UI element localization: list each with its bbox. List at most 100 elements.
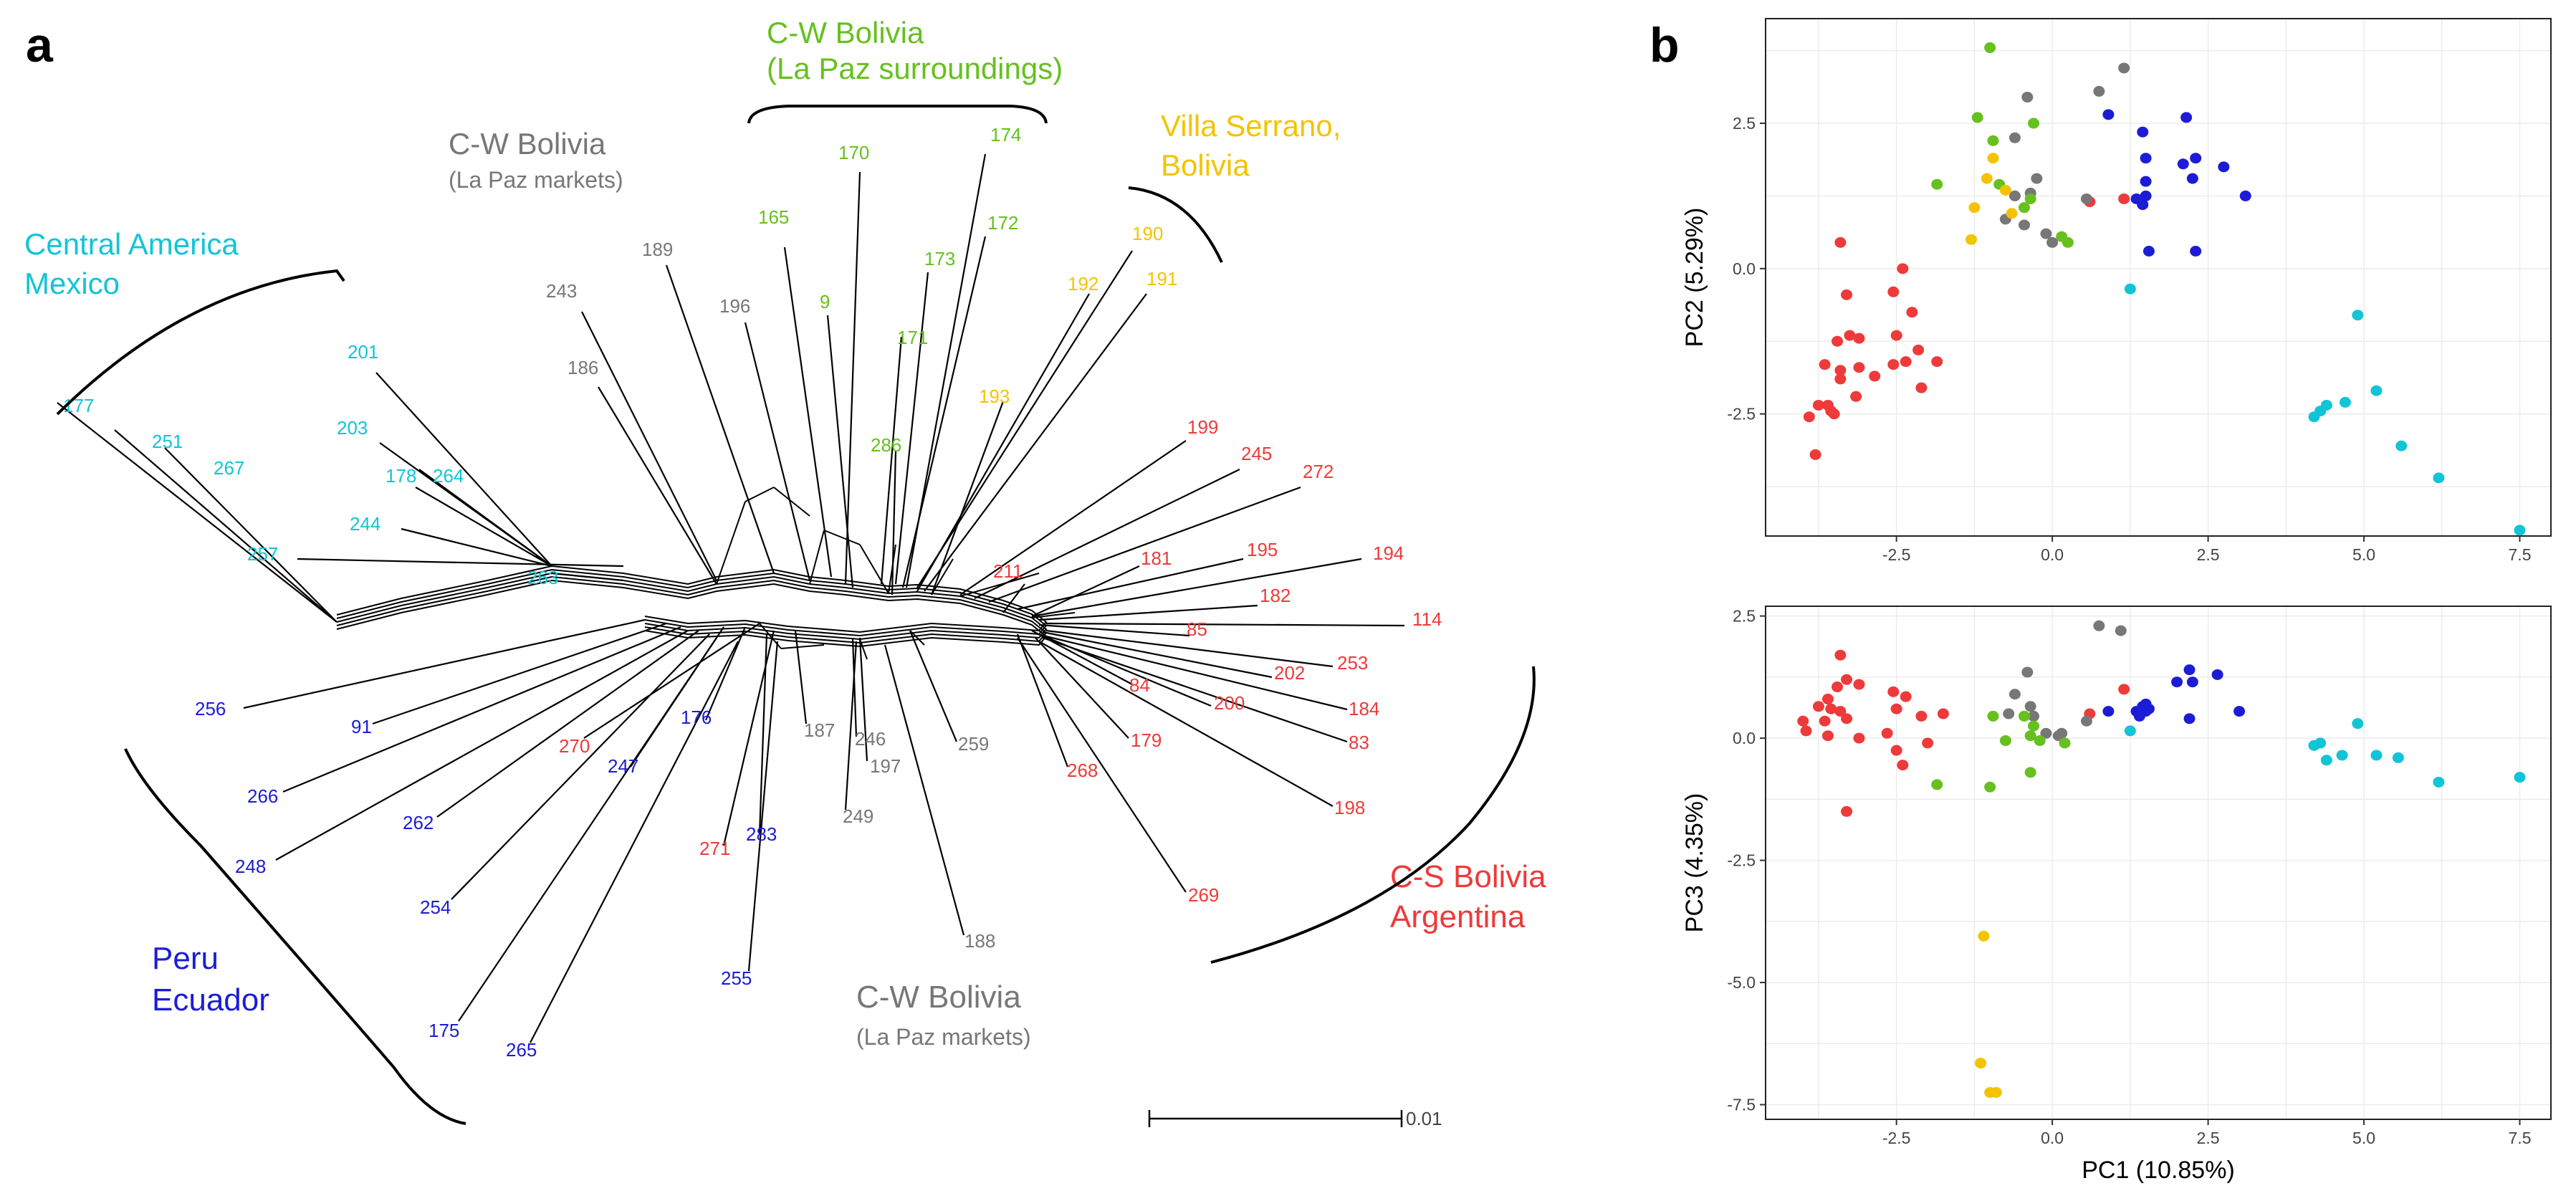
- point: [2080, 193, 2092, 204]
- point: [2059, 737, 2071, 749]
- point: [2008, 132, 2021, 143]
- group-label-villa_serrano: Villa Serrano,: [1161, 109, 1341, 143]
- leaf-label-194: 194: [1373, 542, 1404, 564]
- point: [2190, 245, 2202, 257]
- leaf-label-202: 202: [1274, 662, 1305, 684]
- leaf-label-253: 253: [1337, 652, 1368, 674]
- network-edge-178: [415, 487, 552, 567]
- point: [2003, 708, 2015, 719]
- point: [1841, 713, 1853, 724]
- point: [2392, 752, 2404, 763]
- point: [2186, 173, 2198, 184]
- series-central_america: [2124, 283, 2526, 536]
- leaf-label-201: 201: [348, 341, 378, 363]
- point: [2218, 161, 2230, 173]
- point: [2046, 236, 2059, 248]
- point: [1887, 686, 1900, 697]
- point: [1900, 691, 1912, 702]
- point: [1999, 184, 2011, 196]
- point: [2395, 440, 2408, 451]
- point: [1834, 373, 1847, 385]
- leaf-label-268: 268: [1067, 760, 1098, 781]
- leaf-label-85: 85: [1187, 618, 1207, 640]
- network-edge-176: [704, 626, 747, 721]
- series-la_paz_surroundings: [1931, 710, 2071, 793]
- point: [2180, 112, 2193, 123]
- leaf-label-254: 254: [420, 896, 451, 918]
- y-tick-label: -5.0: [1727, 973, 1756, 992]
- scale-bar-label: 0.01: [1406, 1108, 1442, 1129]
- leaf-label-246: 246: [855, 728, 886, 750]
- point: [2514, 525, 2526, 536]
- point: [2024, 193, 2036, 204]
- point: [2233, 706, 2246, 717]
- network-edge-283: [758, 633, 768, 836]
- x-tick-label: 7.5: [2509, 545, 2532, 564]
- group-sublabel-cs_bolivia: Argentina: [1390, 899, 1526, 934]
- group-sublabel-peru: Ecuador: [152, 982, 269, 1018]
- point: [1841, 805, 1853, 817]
- plot-frame: [1765, 606, 2552, 1120]
- point: [2040, 727, 2052, 739]
- x-tick-label: 2.5: [2197, 545, 2220, 564]
- network-edge-186: [598, 386, 717, 585]
- y-tick-label: 0.0: [1733, 729, 1756, 747]
- grid: [1766, 19, 2551, 536]
- network-edge-251: [114, 429, 337, 623]
- core-strand: [336, 575, 1048, 644]
- point: [2320, 755, 2332, 766]
- network-core-reticulation: [336, 487, 1076, 660]
- point: [2190, 153, 2202, 164]
- point: [2028, 118, 2040, 129]
- point: [1890, 330, 1902, 341]
- point: [2339, 396, 2351, 408]
- panel-b-letter: b: [1649, 18, 1680, 72]
- network-edge-262: [436, 630, 699, 818]
- x-tick-label: 2.5: [2197, 1129, 2220, 1147]
- point: [2008, 689, 2021, 700]
- point: [1890, 703, 1902, 714]
- point: [1965, 234, 1978, 245]
- x-tick-label: 0.0: [2041, 1129, 2064, 1147]
- network-edge-179: [1035, 637, 1129, 739]
- series-peru: [2102, 109, 2251, 257]
- leaf-label-249: 249: [843, 805, 873, 827]
- network-edge-170: [844, 171, 861, 585]
- panel-a-letter: a: [26, 18, 54, 72]
- point: [1812, 701, 1824, 712]
- core-spoke: [759, 623, 782, 649]
- network-edge-198: [1038, 641, 1334, 807]
- network-edge-197: [858, 637, 868, 762]
- leaf-label-197: 197: [870, 755, 901, 777]
- bracket-central-america: [56, 269, 345, 416]
- point: [2024, 701, 2036, 712]
- point: [1828, 408, 1840, 420]
- network-edge-173: [894, 272, 929, 585]
- point: [2118, 684, 2130, 695]
- network-edge-256: [243, 618, 646, 709]
- point: [2140, 176, 2152, 187]
- point: [2514, 772, 2526, 783]
- point: [2006, 208, 2018, 219]
- core-spoke: [959, 573, 1040, 597]
- group-label-la_paz_surroundings: C-W Bolivia: [767, 16, 924, 49]
- point: [1981, 173, 1993, 184]
- network-edge-270: [583, 623, 760, 739]
- network-edge-268: [1016, 633, 1069, 767]
- leaf-label-200: 200: [1214, 692, 1245, 714]
- leaf-label-172: 172: [987, 212, 1018, 234]
- y-tick-label: -2.5: [1727, 851, 1756, 870]
- scale-bar: 0.01: [1148, 1108, 1442, 1129]
- leaf-label-243: 243: [546, 280, 577, 302]
- network-edge-187: [794, 630, 808, 724]
- network-edge-85: [1038, 623, 1190, 637]
- point: [2177, 158, 2189, 170]
- point: [1821, 730, 1834, 742]
- point: [1834, 365, 1847, 376]
- leaf-label-189: 189: [642, 239, 673, 260]
- point: [2370, 750, 2383, 761]
- group-label-la_paz_markets_bottom: C-W Bolivia: [856, 980, 1021, 1015]
- point: [1931, 779, 1943, 790]
- point: [2124, 283, 2136, 295]
